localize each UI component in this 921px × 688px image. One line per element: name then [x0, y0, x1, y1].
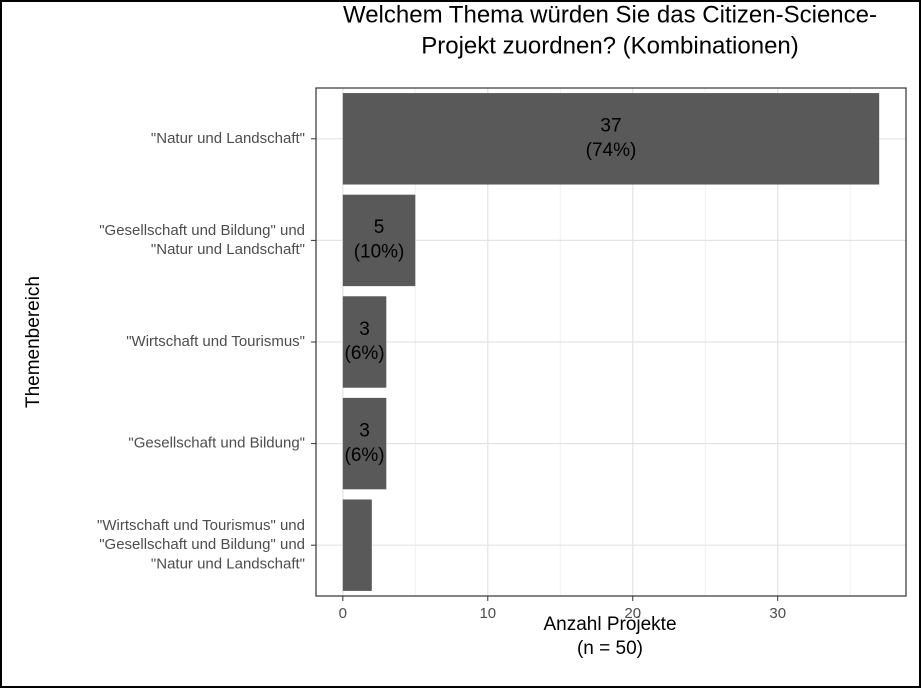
chart-title: Welchem Thema würden Sie das Citizen-Sci…: [343, 2, 877, 60]
data-label: 37 (74%): [586, 116, 637, 161]
data-label: 3 (6%): [345, 420, 385, 465]
y-tick-label: "Natur und Landschaft": [151, 130, 305, 147]
x-tick-label: 0: [339, 605, 347, 622]
y-tick-label: "Wirtschaft und Tourismus" und "Gesellsch…: [97, 517, 305, 572]
x-axis-label: Anzahl Projekte (n = 50): [543, 614, 676, 659]
y-tick-label: "Wirtschaft und Tourismus": [126, 333, 305, 350]
x-tick-label: 10: [479, 605, 496, 622]
bar: [342, 296, 387, 388]
y-tick-label: "Gesellschaft und Bildung" und "Natur und…: [99, 222, 305, 258]
panel-border: [315, 87, 907, 597]
bar: [342, 397, 387, 490]
y-axis-label: Themenbereich: [23, 276, 44, 408]
x-tick-label: 20: [624, 605, 641, 622]
x-tick-label: 30: [769, 605, 786, 622]
bar: [342, 194, 416, 287]
bar: [342, 93, 880, 185]
data-label: 3 (6%): [345, 319, 385, 364]
bar: [342, 499, 372, 591]
data-label: 5 (10%): [354, 217, 405, 262]
y-tick-label: "Gesellschaft und Bildung": [128, 435, 305, 452]
